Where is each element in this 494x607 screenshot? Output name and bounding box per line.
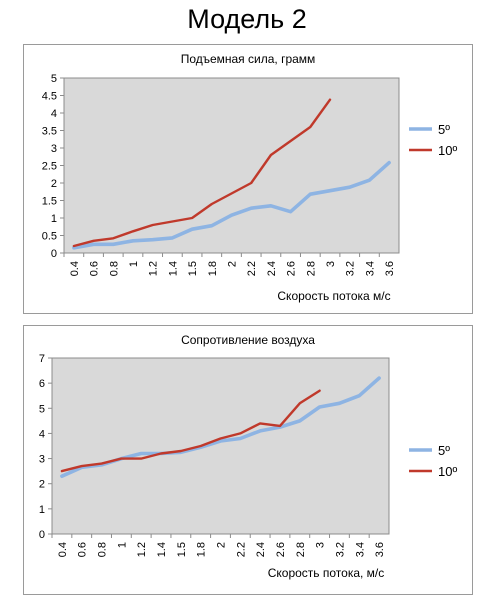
lift-x-tick-label: 1.8 bbox=[207, 261, 219, 276]
drag-plot-area bbox=[51, 357, 390, 535]
lift-y-tick-label: 0 bbox=[51, 248, 57, 260]
lift-legend-label-2: 10º bbox=[438, 143, 457, 158]
drag-x-tick-label: 3 bbox=[315, 542, 327, 548]
lift-y-tick-label: 2.5 bbox=[42, 161, 57, 173]
lift-series-line-2 bbox=[72, 98, 332, 248]
drag-x-tick-label: 1.2 bbox=[136, 542, 148, 557]
air-resistance-chart: Сопротивление воздуха 0 1 2 3 4 5 6 7 0.4 0.6 0.8 1 1… bbox=[23, 325, 473, 595]
drag-x-tick-label: 2.4 bbox=[255, 542, 267, 557]
drag-legend-label-1: 5º bbox=[438, 443, 450, 458]
page-title: Модель 2 bbox=[187, 4, 307, 34]
drag-x-tick-label: 0.4 bbox=[57, 542, 69, 557]
lift-series-line-1 bbox=[72, 160, 391, 250]
drag-x-tick-label: 1.4 bbox=[156, 542, 168, 557]
lift-plot-area bbox=[63, 77, 400, 254]
lift-force-chart: Подъемная сила, грамм 0 0.5 1 1.5 2 2.5 3 3.5 4 4.… bbox=[23, 44, 473, 314]
drag-x-tick-label: 2 bbox=[216, 542, 228, 548]
lift-x-tick-label: 0.6 bbox=[89, 261, 101, 276]
drag-x-tick-label: 0.8 bbox=[97, 542, 109, 557]
drag-x-tick-label: 3.6 bbox=[374, 542, 386, 557]
lift-x-tick-label: 1.5 bbox=[187, 261, 199, 276]
lift-x-tick-label: 3 bbox=[325, 261, 337, 267]
lift-x-axis-label: Скорость потока м/с bbox=[277, 289, 390, 303]
drag-y-tick-label: 7 bbox=[39, 353, 45, 365]
lift-x-tick-label: 2.8 bbox=[305, 261, 317, 276]
lift-force-chart-svg: Подъемная сила, грамм 0 0.5 1 1.5 2 2.5 3 3.5 4 4.… bbox=[42, 52, 458, 303]
drag-y-tick-label: 1 bbox=[39, 504, 45, 516]
lift-x-tick-label: 0.8 bbox=[108, 261, 120, 276]
lift-x-tick-label: 0.4 bbox=[69, 261, 81, 276]
drag-x-tick-label: 1 bbox=[116, 542, 128, 548]
lift-y-tick-label: 3.5 bbox=[42, 126, 57, 138]
drag-y-tick-label: 0 bbox=[39, 529, 45, 541]
lift-y-tick-label: 3 bbox=[51, 143, 57, 155]
drag-x-tick-label: 3.2 bbox=[334, 542, 346, 557]
lift-y-tick-label: 1.5 bbox=[42, 196, 57, 208]
drag-x-tick-label: 1.5 bbox=[176, 542, 188, 557]
drag-x-tick-label: 2.2 bbox=[235, 542, 247, 557]
lift-x-tick-label: 2.4 bbox=[266, 261, 278, 276]
lift-legend-label-1: 5º bbox=[438, 122, 450, 137]
lift-x-tick-label: 2.6 bbox=[286, 261, 298, 276]
drag-legend-label-2: 10º bbox=[438, 464, 457, 479]
drag-y-tick-label: 4 bbox=[39, 428, 45, 440]
lift-chart-title: Подъемная сила, грамм bbox=[181, 52, 316, 66]
drag-x-tick-label: 0.6 bbox=[77, 542, 89, 557]
drag-y-tick-label: 2 bbox=[39, 479, 45, 491]
lift-y-tick-label: 0.5 bbox=[42, 231, 57, 243]
lift-x-tick-label: 3.2 bbox=[345, 261, 357, 276]
lift-x-tick-label: 3.4 bbox=[364, 261, 376, 276]
lift-y-tick-label: 5 bbox=[51, 73, 57, 85]
drag-x-tick-label: 2.6 bbox=[275, 542, 287, 557]
drag-chart-title: Сопротивление воздуха bbox=[181, 333, 315, 347]
drag-y-tick-label: 5 bbox=[39, 403, 45, 415]
drag-series-line-2 bbox=[60, 389, 321, 473]
drag-x-tick-label: 2.8 bbox=[295, 542, 307, 557]
drag-x-axis-label: Скорость потока, м/с bbox=[268, 566, 385, 580]
air-resistance-chart-svg: Сопротивление воздуха 0 1 2 3 4 5 6 7 0.4 0.6 0.8 1 1… bbox=[39, 333, 458, 580]
drag-x-tick-label: 3.4 bbox=[354, 542, 366, 557]
drag-y-tick-label: 3 bbox=[39, 454, 45, 466]
lift-y-tick-label: 1 bbox=[51, 213, 57, 225]
lift-y-tick-label: 4.5 bbox=[42, 91, 57, 103]
lift-x-tick-label: 1.2 bbox=[148, 261, 160, 276]
lift-x-tick-label: 3.6 bbox=[384, 261, 396, 276]
lift-x-tick-label: 2 bbox=[227, 261, 239, 267]
drag-y-tick-label: 6 bbox=[39, 378, 45, 390]
drag-x-tick-label: 1.8 bbox=[196, 542, 208, 557]
lift-x-tick-label: 1.4 bbox=[167, 261, 179, 276]
lift-x-tick-label: 1 bbox=[128, 261, 140, 267]
lift-y-tick-label: 2 bbox=[51, 178, 57, 190]
lift-y-tick-label: 4 bbox=[51, 108, 57, 120]
lift-x-tick-label: 2.2 bbox=[246, 261, 258, 276]
